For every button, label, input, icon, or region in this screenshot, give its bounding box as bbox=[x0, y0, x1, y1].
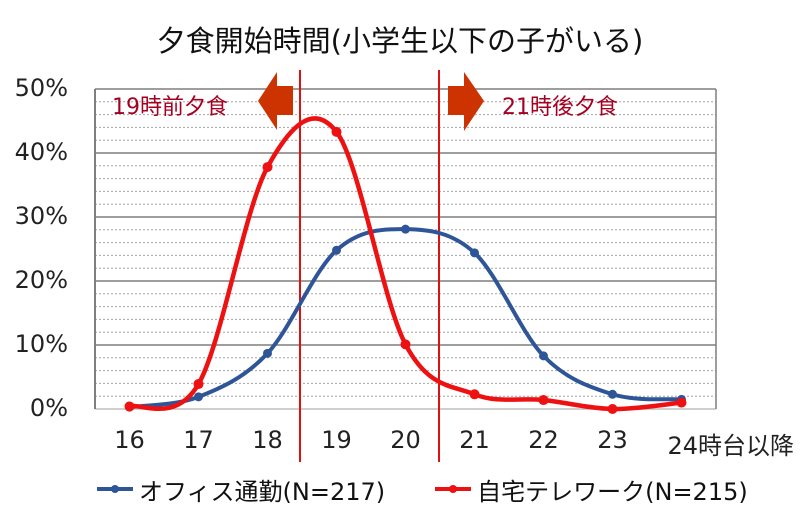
chart-title: 夕食開始時間(小学生以下の子がいる) bbox=[156, 24, 644, 58]
series-telework bbox=[124, 116, 687, 414]
data-point[interactable] bbox=[608, 389, 617, 399]
data-series bbox=[124, 116, 687, 414]
annotation-after-21: 21時後夕食 bbox=[502, 95, 618, 120]
y-tick-label: 50% bbox=[14, 74, 68, 102]
y-tick-label: 10% bbox=[14, 330, 68, 358]
data-point[interactable] bbox=[194, 392, 203, 402]
data-point[interactable] bbox=[331, 126, 342, 137]
gridlines bbox=[94, 88, 717, 410]
data-point[interactable] bbox=[676, 397, 687, 408]
legend-marker-office-icon bbox=[97, 485, 133, 493]
y-tick-label: 40% bbox=[14, 138, 68, 166]
data-point[interactable] bbox=[539, 351, 548, 361]
x-tick-label: 20 bbox=[390, 426, 421, 454]
data-point[interactable] bbox=[401, 224, 410, 234]
legend-item-telework[interactable]: 自宅テレワーク(N=215) bbox=[433, 472, 748, 507]
data-point[interactable] bbox=[400, 339, 411, 350]
series-office bbox=[125, 224, 686, 412]
legend-label-telework: 自宅テレワーク(N=215) bbox=[477, 477, 748, 506]
y-tick-label: 20% bbox=[14, 266, 68, 294]
x-tick-label: 23 bbox=[597, 426, 628, 454]
data-point[interactable] bbox=[332, 245, 341, 255]
y-tick-label: 0% bbox=[29, 394, 68, 422]
series-line bbox=[127, 116, 684, 412]
x-tick-label: 21 bbox=[459, 426, 490, 454]
data-point[interactable] bbox=[124, 401, 135, 412]
data-point[interactable] bbox=[263, 348, 272, 358]
y-tick-label: 30% bbox=[14, 202, 68, 230]
data-point[interactable] bbox=[607, 404, 618, 414]
x-tick-label: 17 bbox=[183, 426, 214, 454]
legend-marker-telework-icon bbox=[435, 485, 472, 493]
right-arrow-icon bbox=[448, 72, 484, 131]
legend-label-office: オフィス通勤(N=217) bbox=[139, 477, 386, 506]
annotation-before-19: 19時前夕食 bbox=[112, 95, 228, 120]
legend-item-office[interactable]: オフィス通勤(N=217) bbox=[95, 472, 385, 507]
x-tick-label: 19 bbox=[321, 426, 352, 454]
legend: オフィス通勤(N=217) 自宅テレワーク(N=215) bbox=[95, 471, 796, 507]
data-point[interactable] bbox=[193, 379, 204, 390]
data-point[interactable] bbox=[469, 389, 480, 400]
threshold-lines bbox=[299, 70, 440, 462]
left-arrow-icon bbox=[258, 72, 293, 130]
annotation-arrows bbox=[258, 72, 484, 131]
x-tick-label: 24時台以降 bbox=[667, 432, 795, 460]
data-point[interactable] bbox=[538, 395, 549, 406]
data-point[interactable] bbox=[470, 248, 479, 258]
x-tick-label: 22 bbox=[528, 426, 559, 454]
x-tick-label: 18 bbox=[252, 426, 283, 454]
data-point[interactable] bbox=[262, 162, 273, 173]
x-tick-label: 16 bbox=[114, 426, 145, 454]
